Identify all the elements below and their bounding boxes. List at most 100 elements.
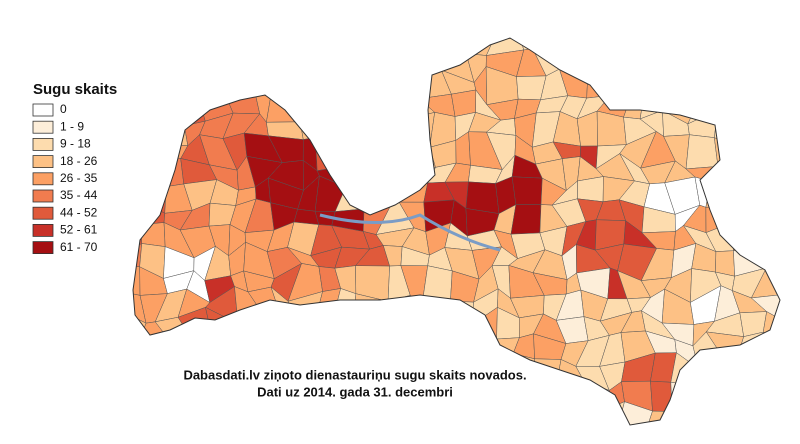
legend-label: 35 - 44 — [60, 188, 98, 202]
region — [455, 38, 472, 56]
region — [772, 418, 780, 425]
region — [381, 164, 413, 191]
region — [398, 182, 428, 203]
region — [331, 38, 367, 60]
region — [611, 401, 625, 425]
legend-swatch — [32, 137, 54, 151]
region — [314, 317, 338, 345]
region — [294, 321, 316, 345]
region — [684, 49, 720, 81]
region — [156, 114, 189, 146]
region — [246, 395, 270, 425]
region — [757, 109, 780, 145]
region — [707, 38, 736, 55]
region — [136, 130, 165, 161]
region — [727, 43, 756, 71]
region — [783, 396, 800, 434]
region — [139, 336, 172, 366]
region — [734, 143, 764, 161]
region — [377, 144, 413, 171]
region — [716, 97, 735, 124]
region — [332, 317, 369, 344]
legend-swatch — [32, 120, 54, 134]
region — [377, 307, 401, 338]
region — [256, 309, 281, 347]
region — [748, 351, 780, 380]
region — [352, 306, 379, 338]
legend-swatch — [32, 206, 54, 220]
region — [133, 376, 144, 414]
region — [577, 176, 604, 202]
caption: Dati uz 2014. gada 31. decembri — [257, 384, 453, 399]
region — [147, 155, 167, 187]
region — [156, 89, 187, 127]
region — [133, 159, 149, 181]
region — [586, 69, 612, 99]
region — [687, 97, 718, 125]
region — [779, 253, 780, 280]
region — [705, 180, 740, 208]
region — [601, 75, 633, 96]
region — [378, 424, 412, 425]
region — [254, 68, 279, 98]
region — [133, 404, 144, 425]
region — [684, 78, 720, 101]
region — [223, 427, 258, 444]
region — [777, 74, 780, 99]
region — [397, 329, 435, 367]
region — [629, 69, 647, 93]
region — [184, 427, 215, 444]
region — [535, 379, 558, 407]
region — [773, 153, 780, 193]
region — [738, 376, 750, 403]
region — [749, 375, 780, 403]
region — [557, 400, 586, 425]
region — [425, 418, 449, 425]
region — [364, 38, 382, 60]
region — [440, 396, 473, 425]
region — [397, 310, 435, 334]
region — [319, 89, 340, 126]
region — [517, 427, 544, 444]
region — [133, 130, 149, 166]
region — [696, 356, 724, 386]
region — [356, 133, 383, 165]
region — [140, 203, 166, 226]
region — [584, 402, 613, 425]
region — [133, 114, 142, 148]
region — [778, 276, 780, 297]
caption: Dabasdati.lv ziņoto dienastauriņu sugu s… — [183, 367, 526, 382]
region — [333, 420, 368, 425]
region — [133, 336, 142, 367]
region — [168, 404, 185, 425]
region — [230, 38, 261, 60]
region — [337, 89, 370, 120]
region — [429, 328, 446, 356]
region — [425, 396, 448, 425]
region — [222, 68, 256, 93]
region — [253, 345, 276, 365]
region — [203, 427, 233, 444]
region — [512, 382, 536, 407]
region — [333, 162, 371, 188]
region — [559, 49, 589, 71]
region — [716, 69, 735, 104]
region — [645, 69, 679, 101]
region — [277, 46, 302, 75]
region — [785, 341, 800, 359]
region — [354, 420, 392, 425]
region — [336, 331, 369, 369]
legend-swatch — [32, 103, 54, 117]
legend-swatch — [32, 223, 54, 237]
region — [204, 404, 224, 425]
region — [737, 178, 766, 206]
region — [420, 38, 458, 56]
region — [188, 38, 216, 52]
region — [316, 423, 335, 425]
region — [779, 108, 780, 142]
region — [645, 426, 675, 444]
region — [717, 355, 744, 390]
region — [532, 38, 565, 51]
region — [472, 329, 498, 368]
